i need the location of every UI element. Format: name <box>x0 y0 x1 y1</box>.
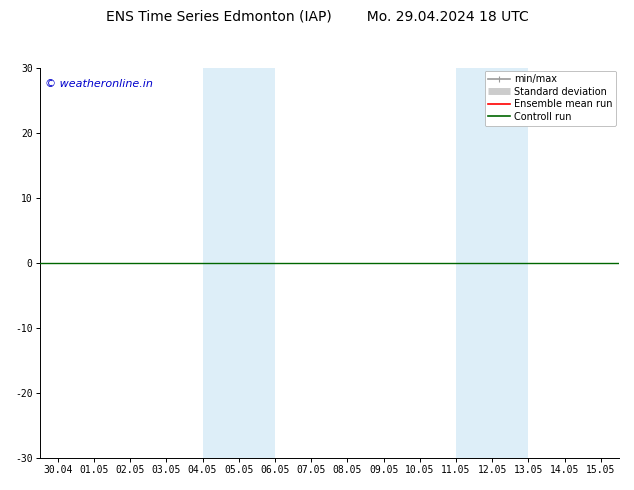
Legend: min/max, Standard deviation, Ensemble mean run, Controll run: min/max, Standard deviation, Ensemble me… <box>484 71 616 125</box>
Bar <box>202 68 275 458</box>
Bar <box>456 68 529 458</box>
Text: ENS Time Series Edmonton (IAP)        Mo. 29.04.2024 18 UTC: ENS Time Series Edmonton (IAP) Mo. 29.04… <box>106 10 528 24</box>
Text: © weatheronline.in: © weatheronline.in <box>46 79 153 89</box>
